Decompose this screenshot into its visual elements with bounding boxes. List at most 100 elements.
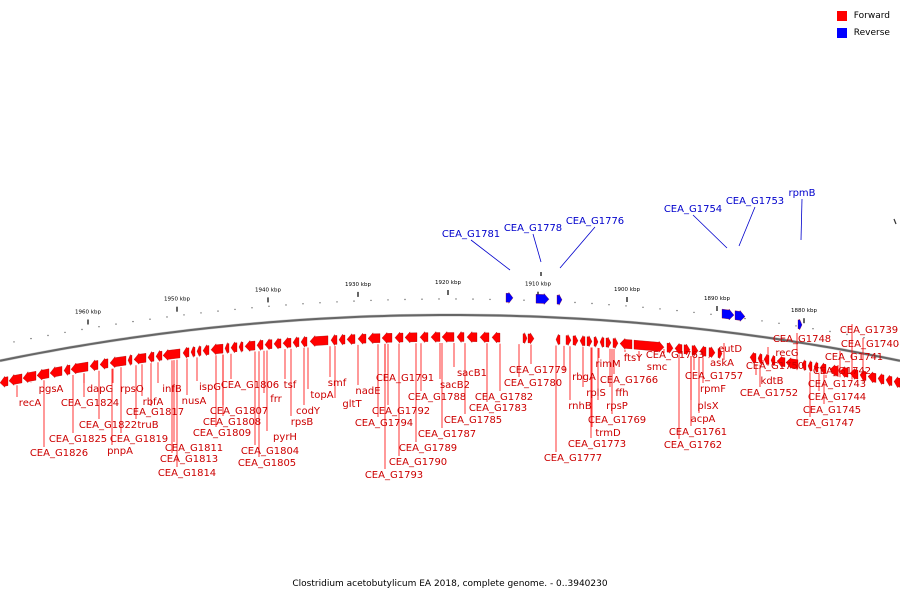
forward-gene-arrow — [579, 334, 586, 347]
gene-label-forward: CEA_G1782 — [475, 392, 533, 403]
scale-dot — [319, 302, 321, 304]
scale-dot — [370, 299, 372, 302]
gene-label-forward: CEA_G1804 — [241, 446, 299, 457]
gene-label-forward: rbfA — [143, 397, 164, 408]
gene-label-forward: CEA_G1793 — [365, 470, 423, 481]
forward-gene-arrow — [70, 361, 89, 375]
forward-gene-arrow — [807, 360, 813, 372]
gene-label-forward: nusA — [182, 396, 207, 407]
forward-gene-arrow — [346, 333, 356, 346]
gene-label-forward: CEA_G1811 — [165, 443, 223, 454]
scale-label: 1880 kbp — [791, 308, 817, 314]
gene-label-forward: CEA_G1805 — [238, 458, 296, 469]
gene-label-forward: CEA_G1739 — [840, 325, 898, 336]
gene-label-forward: CEA_G1761 — [669, 427, 727, 438]
forward-gene-arrow — [691, 344, 699, 357]
scale-label: 1900 kbp — [614, 287, 640, 293]
forward-gene-arrow — [419, 331, 429, 343]
forward-gene-arrow — [839, 366, 849, 379]
gene-label-forward: CEA_G1742 — [813, 366, 871, 377]
scale-dot — [642, 306, 644, 308]
gene-label-forward: CEA_G1777 — [544, 453, 602, 464]
forward-gene-arrow — [522, 332, 528, 344]
scale-label: 1930 kbp — [345, 282, 371, 288]
leader-line — [738, 206, 756, 247]
label-leader-lines — [16, 198, 864, 469]
gene-label-forward: CEA_G1743 — [808, 379, 866, 390]
gene-label-forward: CEA_G1807 — [210, 406, 268, 417]
scale-dot — [880, 340, 882, 342]
forward-gene-arrow — [330, 333, 338, 346]
gene-label-forward: nadE — [355, 386, 380, 397]
scale-label: 1920 kbp — [435, 280, 461, 286]
scale-dot — [744, 317, 746, 320]
gene-label-reverse: CEA_G1754 — [664, 204, 722, 215]
scale-dot — [387, 299, 389, 301]
legend-forward-label: Forward — [853, 11, 890, 21]
forward-gene-arrow — [770, 354, 776, 367]
gene-label-forward: CEA_G1785 — [444, 415, 502, 426]
legend: Forward Reverse — [836, 10, 890, 44]
forward-gene-arrow — [147, 350, 155, 363]
gene-label-forward: rimM — [595, 359, 620, 370]
scale-dot — [200, 312, 202, 314]
forward-gene-arrow — [127, 354, 133, 366]
reverse-gene-arrow — [734, 309, 746, 322]
gene-label-forward: smf — [328, 378, 347, 389]
gene-label-forward: ispG — [199, 382, 221, 393]
scale-dot — [659, 308, 661, 310]
forward-gene-arrow — [182, 346, 190, 359]
gene-label-reverse: CEA_G1781 — [442, 229, 500, 240]
scale-dot — [30, 337, 32, 340]
forward-gene-arrow — [586, 335, 593, 348]
scale-dot — [625, 305, 627, 307]
gene-label-forward: pyrH — [273, 432, 297, 443]
forward-gene-arrow — [292, 336, 300, 349]
gene-label-forward: CEA_G1824 — [61, 398, 119, 409]
gene-label-forward: CEA_G1788 — [408, 392, 466, 403]
gene-label-forward: CEA_G1825 — [49, 434, 107, 445]
leader-line — [470, 239, 511, 271]
scale-dot — [353, 300, 355, 302]
scale-dot — [64, 331, 66, 334]
gene-label-forward: dapG — [87, 384, 114, 395]
forward-gene-arrow — [109, 355, 127, 369]
scale-dot — [166, 316, 168, 318]
forward-gene-arrow — [572, 334, 579, 347]
scale-dot — [132, 320, 134, 323]
scale-dot — [47, 334, 49, 337]
gene-label-forward: CEA_G1791 — [376, 373, 434, 384]
scale-dot — [812, 328, 814, 330]
scale-label: 1940 kbp — [255, 287, 281, 293]
gene-label-reverse: rpmB — [788, 188, 815, 199]
scale-dot — [863, 337, 865, 339]
forward-gene-arrow — [394, 331, 404, 344]
gene-label-forward: smc — [647, 362, 667, 373]
gene-label-forward: ffh — [615, 388, 628, 399]
forward-gene-arrow — [893, 376, 900, 389]
forward-gene-arrow — [867, 371, 877, 384]
forward-gene-arrow — [0, 375, 9, 388]
gene-label-forward: rpsB — [291, 417, 314, 428]
gene-label-forward: codY — [296, 406, 321, 417]
gene-label-forward: CEA_G1773 — [568, 439, 626, 450]
gene-label-forward: infB — [162, 384, 182, 395]
gene-label-forward: CEA_G1794 — [355, 418, 413, 429]
gene-label-forward: CEA_G1747 — [796, 418, 854, 429]
forward-gene-arrow — [155, 349, 163, 362]
forward-gene-arrow — [404, 331, 418, 344]
forward-gene-arrow — [282, 336, 292, 349]
forward-gene-arrow — [456, 331, 465, 343]
forward-gene-arrow — [717, 347, 723, 359]
forward-gene-arrow — [309, 335, 329, 347]
gene-label-forward: CEA_G1817 — [126, 407, 184, 418]
forward-gene-arrow — [256, 338, 264, 351]
scale-dot — [489, 298, 491, 301]
forward-gene-arrow — [757, 353, 763, 365]
scale-label: 1910 kbp — [525, 282, 551, 288]
gene-label-forward: eutD — [718, 344, 742, 355]
scale-dot — [285, 304, 287, 306]
scale-dot — [438, 298, 440, 300]
forward-gene-arrow — [244, 340, 256, 352]
gene-label-forward: recG — [775, 348, 798, 359]
